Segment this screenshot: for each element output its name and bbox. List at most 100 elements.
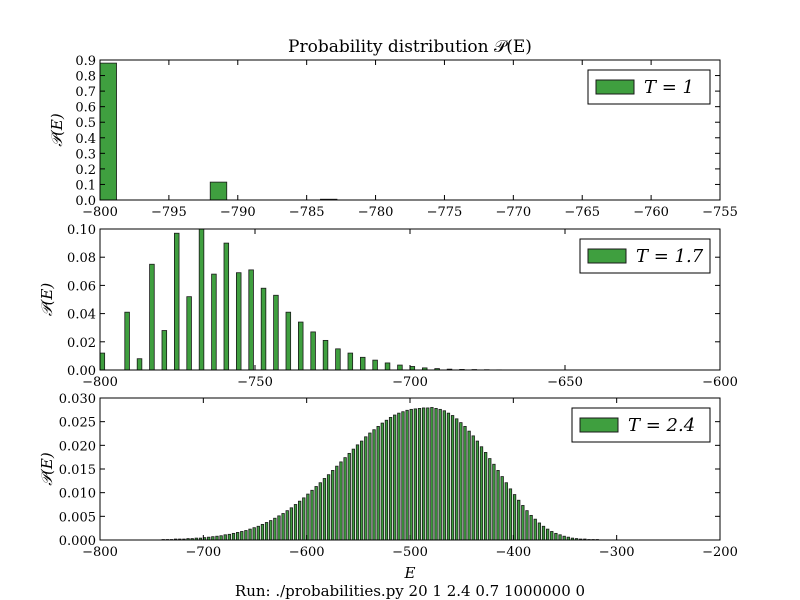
- bar: [483, 452, 488, 541]
- bar: [149, 263, 155, 371]
- y-axis-label: 𝒫(E): [38, 283, 56, 317]
- bar: [285, 510, 289, 541]
- x-tick-label: −755: [702, 205, 738, 220]
- axes-frame: [99, 59, 721, 201]
- bar: [417, 408, 422, 541]
- bar: [479, 446, 484, 541]
- bar: [302, 497, 306, 541]
- bar: [335, 465, 339, 541]
- x-tick-label: −760: [633, 205, 669, 220]
- bar: [508, 488, 513, 541]
- bar: [223, 534, 227, 541]
- bar: [405, 409, 409, 541]
- bar: [173, 232, 180, 371]
- chart-panels: −800 −795 −790 −785 −780 −775 −770 −765 −760 −755…: [38, 54, 738, 560]
- bar: [434, 408, 438, 541]
- y-axis-label: 𝒫(E): [48, 113, 66, 147]
- bar: [198, 228, 205, 371]
- bar: [351, 448, 356, 541]
- bar: [161, 330, 168, 371]
- bar: [273, 294, 279, 371]
- bar: [227, 533, 232, 541]
- bar: [273, 517, 277, 541]
- x-tick-label: −750: [237, 375, 273, 390]
- legend: T = 1: [587, 69, 711, 105]
- legend-label: T = 1: [644, 77, 694, 98]
- bar: [260, 523, 265, 541]
- bar: [475, 440, 480, 541]
- bar: [235, 532, 240, 541]
- y-tick-label: 0.000: [59, 534, 96, 549]
- bar: [463, 425, 467, 541]
- bar: [310, 489, 314, 541]
- bar: [521, 505, 525, 541]
- bar-series: [99, 62, 338, 201]
- chart-panel-3: −800 −700 −600 −500 −400 −300 −200 0.000 0.005 0.…: [38, 392, 738, 560]
- bar: [322, 478, 327, 541]
- y-tick-label: 0.5: [75, 116, 96, 131]
- y-tick-label: 0.08: [67, 251, 96, 266]
- bar: [368, 432, 372, 541]
- bar: [471, 435, 475, 541]
- bar: [500, 476, 504, 541]
- x-tick-label: −780: [358, 205, 394, 220]
- bar: [297, 500, 302, 541]
- x-tick-label: −650: [547, 375, 583, 390]
- y-tick-label: 0.010: [59, 487, 96, 502]
- bar: [384, 362, 391, 371]
- y-tick-label: 0.4: [75, 132, 96, 147]
- bar: [546, 528, 550, 541]
- bar: [401, 411, 405, 541]
- bar: [306, 493, 310, 541]
- x-tick-label: −200: [702, 545, 738, 560]
- bar: [455, 418, 459, 541]
- y-tick-label: 0.06: [67, 279, 96, 294]
- y-tick-label: 0.2: [75, 163, 96, 178]
- bar: [99, 352, 106, 371]
- x-tick-label: −700: [392, 375, 428, 390]
- bar: [504, 482, 508, 541]
- bar: [558, 534, 562, 541]
- bar: [496, 470, 500, 541]
- bar: [256, 525, 260, 541]
- bar: [467, 430, 471, 541]
- bar: [359, 440, 364, 541]
- y-tick-label: 0.00: [67, 364, 96, 379]
- legend: T = 1.7: [579, 238, 711, 274]
- bar: [124, 311, 130, 371]
- bar: [211, 273, 217, 371]
- bar: [248, 269, 254, 371]
- bar: [293, 504, 298, 541]
- y-tick-label: 0.015: [59, 463, 96, 478]
- bar: [438, 408, 442, 541]
- legend: T = 2.4: [571, 407, 711, 443]
- bar: [364, 436, 368, 541]
- chart-panel-1: −800 −795 −790 −785 −780 −775 −770 −765 −760 −755…: [48, 54, 738, 220]
- bar: [260, 287, 267, 371]
- bar: [326, 474, 331, 541]
- bar: [372, 359, 378, 371]
- bar: [541, 525, 546, 541]
- bar-series: [99, 228, 502, 371]
- bar: [397, 364, 403, 371]
- bar: [450, 415, 455, 541]
- bar: [372, 429, 376, 541]
- bar: [289, 507, 294, 541]
- bar: [215, 535, 219, 541]
- bar: [264, 522, 269, 541]
- bar: [244, 530, 248, 541]
- bar: [252, 527, 256, 541]
- x-tick-label: −800: [82, 205, 118, 220]
- x-axis-label: E: [404, 564, 416, 582]
- legend-swatch: [595, 79, 635, 95]
- bar: [223, 242, 230, 371]
- bar: [231, 532, 236, 541]
- x-tick-label: −765: [564, 205, 600, 220]
- bar: [136, 358, 143, 371]
- bar: [409, 408, 413, 541]
- y-tick-label: 0.3: [75, 147, 96, 162]
- x-tick-label: −770: [495, 205, 531, 220]
- bar-series: [161, 407, 599, 541]
- bar: [459, 422, 463, 541]
- x-tick-label: −500: [392, 545, 428, 560]
